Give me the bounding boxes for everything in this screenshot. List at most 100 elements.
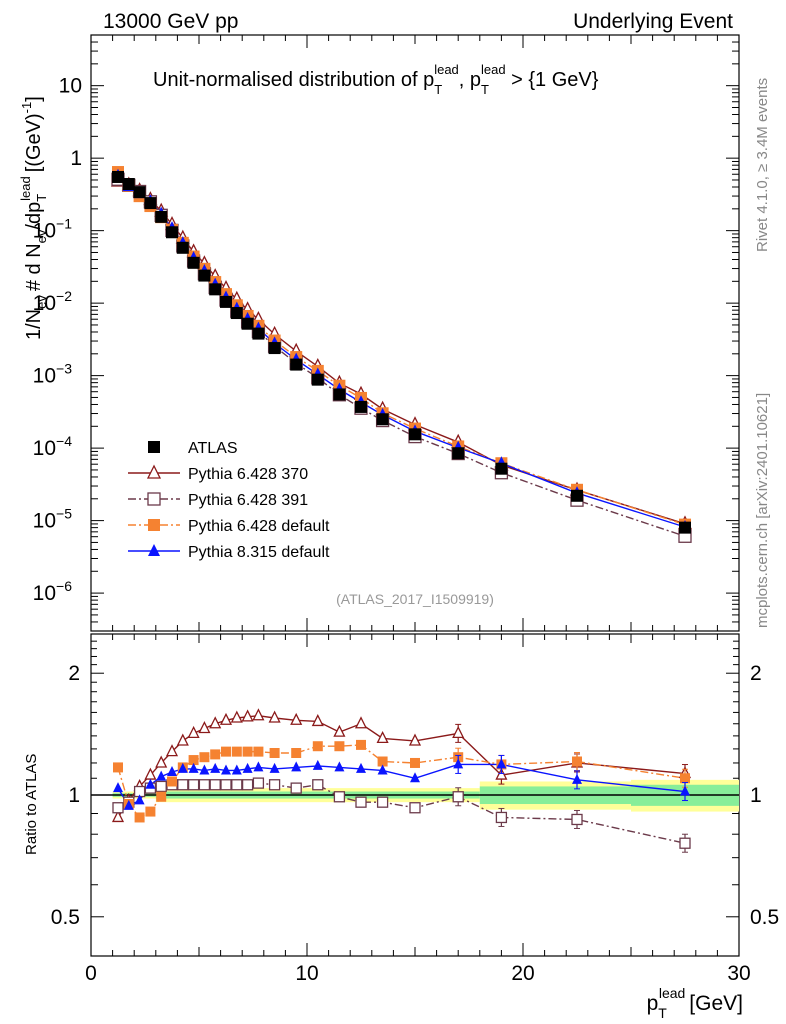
ratio-point-series-0	[268, 710, 281, 723]
ratio-point-series-3	[188, 762, 199, 773]
main-point-atlas	[220, 295, 232, 308]
legend-label-2: Pythia 6.428 391	[188, 492, 308, 509]
ratio-point-series-1	[495, 811, 508, 824]
ratio-point-series-1	[571, 813, 583, 826]
y-tick-label-main: 10−3	[33, 361, 73, 388]
ratio-point-series-3	[291, 761, 302, 772]
axis-ticks: 0 10 20 30 10 1 10−1 10−2 10−3 10−4 10−5 10−6 0.5 0.5…	[33, 34, 779, 985]
ratio-point-series-1	[231, 779, 243, 791]
ratio-point-series-3	[269, 762, 280, 773]
ratio-point-series-2	[312, 741, 323, 752]
x-tick-label: 20	[511, 962, 534, 985]
ratio-point-series-0	[252, 708, 265, 721]
analysis-id: (ATLAS_2017_I1509919)	[336, 591, 494, 607]
header-right: Underlying Event	[573, 10, 733, 33]
main-point-atlas	[452, 447, 465, 460]
y-tick-label-main: 10−6	[33, 578, 73, 605]
ratio-point-series-3	[253, 761, 264, 772]
ratio-point-series-2	[210, 749, 221, 760]
ratio-point-series-2	[113, 762, 123, 773]
ratio-point-series-2	[410, 757, 420, 768]
y-tick-label-main: 10−5	[33, 506, 73, 533]
legend: ATLAS Pythia 6.428 370 Pythia 6.428 391 Pyt…	[128, 440, 330, 561]
header-left: 13000 GeV pp	[103, 10, 238, 33]
ratio-point-series-0	[230, 710, 243, 723]
ratio-point-series-1	[376, 796, 389, 808]
ratio-point-series-3	[199, 764, 210, 775]
ratio-point-series-0	[198, 721, 211, 734]
rivet-version-label: Rivet 4.1.0, ≥ 3.4M events	[754, 78, 771, 252]
main-point-atlas	[333, 388, 346, 401]
main-point-atlas	[268, 342, 281, 355]
main-point-atlas	[198, 269, 211, 282]
ratio-point-series-0	[209, 716, 222, 729]
ratio-point-series-3	[134, 794, 145, 805]
main-point-atlas	[230, 307, 243, 320]
ratio-point-series-2	[253, 746, 264, 757]
ratio-point-series-2	[269, 748, 280, 759]
ratio-point-series-2	[334, 741, 345, 752]
ratio-point-series-0	[354, 716, 368, 729]
main-point-atlas	[209, 283, 222, 296]
ratio-point-series-2	[221, 746, 231, 757]
ratio-point-series-0	[290, 712, 303, 725]
main-point-atlas	[155, 210, 168, 223]
ratio-point-series-0	[219, 712, 233, 725]
ratio-point-series-3	[410, 772, 420, 783]
ratio-point-series-0	[241, 709, 254, 722]
legend-label-0: ATLAS	[188, 440, 238, 457]
ratio-point-series-3	[453, 758, 464, 769]
plot-title: Unit-normalised distribution of pTlead, …	[153, 62, 599, 97]
ratio-point-series-2	[167, 776, 177, 787]
main-point-atlas	[252, 327, 265, 340]
ratio-point-series-2	[680, 773, 690, 784]
legend-label-4: Pythia 8.315 default	[188, 544, 330, 561]
main-point-atlas	[679, 521, 691, 534]
ratio-point-series-3	[221, 764, 231, 775]
ratio-point-series-3	[123, 799, 134, 810]
ratio-point-series-1	[355, 796, 367, 808]
ratio-point-series-0	[333, 724, 346, 737]
ratio-point-series-1	[220, 779, 232, 791]
x-tick-label: 30	[727, 962, 750, 985]
y-tick-label-ratio: 2	[68, 662, 80, 685]
main-point-atlas	[176, 241, 189, 254]
y-tick-label-main: 10	[59, 75, 82, 98]
y-tick-label-main: 10−1	[33, 216, 73, 243]
ratio-point-series-1	[290, 782, 302, 794]
ratio-point-series-3	[334, 761, 345, 772]
ratio-point-series-3	[113, 782, 123, 793]
y-tick-label-main: 10−2	[33, 288, 73, 315]
legend-marker-3	[148, 519, 160, 531]
main-point-atlas	[311, 373, 324, 386]
y-tick-label-ratio-right: 1	[750, 784, 762, 807]
legend-marker-1	[146, 464, 162, 479]
main-point-atlas	[122, 178, 135, 191]
y-tick-label-main: 1	[70, 147, 82, 170]
main-point-atlas	[355, 400, 367, 413]
y-tick-label-main: 10−4	[33, 433, 73, 460]
ratio-point-series-0	[376, 730, 389, 744]
x-tick-label: 10	[295, 962, 318, 985]
series-markers	[110, 166, 693, 853]
ratio-point-series-3	[167, 765, 177, 776]
ratio-point-series-0	[111, 810, 125, 823]
y-tick-label-ratio: 1	[68, 784, 80, 807]
ratio-point-series-3	[356, 762, 366, 773]
ratio-point-series-0	[155, 755, 168, 768]
ratio-point-series-1	[409, 802, 421, 814]
ratio-point-series-3	[242, 762, 253, 773]
main-point-atlas	[133, 186, 146, 199]
y-tick-label-ratio-right: 2	[750, 662, 762, 685]
ratio-point-series-1	[209, 779, 221, 791]
y-tick-label-ratio: 0.5	[51, 906, 80, 929]
ratio-point-series-0	[176, 733, 189, 746]
ratio-point-series-3	[145, 778, 156, 789]
y-axis-title-main: 1/Nev# d Nev/dpTlead[(GeV)-1]	[18, 96, 49, 340]
ratio-point-series-0	[495, 767, 508, 780]
ratio-point-series-0	[311, 713, 324, 727]
ratio-point-series-0	[165, 744, 179, 757]
ratio-point-series-2	[242, 746, 253, 757]
ratio-point-series-3	[572, 773, 582, 784]
ratio-point-series-2	[356, 739, 366, 750]
